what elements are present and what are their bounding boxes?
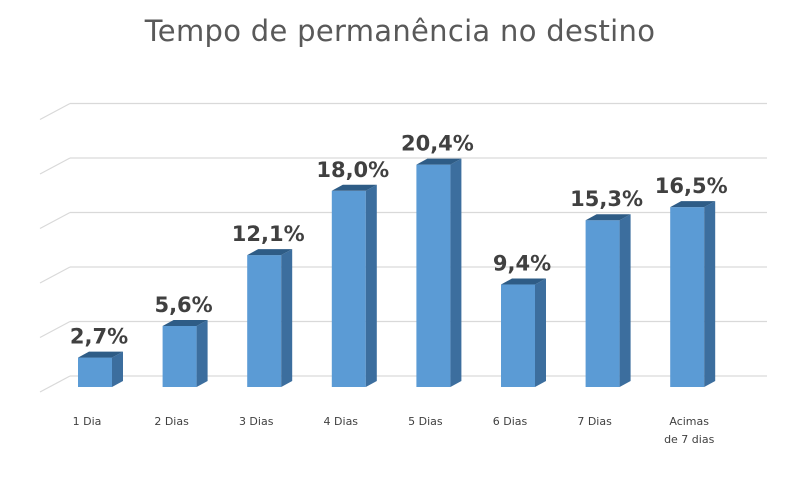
gridline [39, 266, 767, 284]
category-label: 5 Dias [408, 415, 443, 428]
gridline [39, 211, 767, 230]
bar-side [112, 351, 123, 387]
bar-front [247, 255, 282, 387]
bar-side [281, 249, 293, 387]
bar-side [619, 214, 631, 387]
category-label: 4 Dias [324, 415, 359, 428]
bar-front [78, 357, 112, 387]
bar-front [331, 190, 366, 387]
bar-top [247, 249, 293, 256]
bar-top [78, 351, 123, 358]
bars [78, 158, 716, 387]
value-label: 9,4% [493, 252, 551, 276]
bar-8 [670, 201, 716, 387]
bar-top [585, 214, 631, 221]
bar-3 [247, 249, 293, 387]
bar-front [162, 325, 197, 387]
value-label: 5,6% [154, 293, 212, 317]
bar-front [416, 164, 451, 387]
value-label: 16,5% [655, 174, 728, 198]
gridline [39, 320, 767, 339]
bar-front [501, 284, 535, 387]
bar-top [416, 158, 462, 165]
category-label: 6 Dias [493, 415, 528, 428]
gridline [39, 375, 767, 393]
bar-front [670, 207, 705, 387]
bar-6 [501, 278, 546, 387]
gridline [39, 157, 767, 175]
bar-front [585, 220, 620, 387]
bar-top [162, 319, 208, 326]
value-label: 20,4% [401, 132, 474, 156]
bar-side [450, 158, 462, 387]
category-label: Acimas de 7 dias [664, 415, 715, 446]
bar-top [670, 201, 716, 208]
bar-side [196, 319, 208, 387]
bar-side [365, 184, 377, 387]
bar-2 [162, 319, 208, 387]
bar-side [535, 278, 546, 387]
category-label: 7 Dias [577, 415, 612, 428]
bar-side [704, 201, 716, 387]
bar-5 [416, 158, 462, 387]
chart-title: Tempo de permanência no destino [144, 14, 656, 48]
value-label: 2,7% [70, 325, 128, 349]
bar-top [331, 184, 377, 191]
value-label: 12,1% [232, 222, 305, 246]
value-label: 18,0% [316, 158, 389, 182]
bar-1 [78, 351, 123, 387]
value-label: 15,3% [570, 187, 643, 211]
gridline [39, 102, 767, 121]
bar-4 [331, 184, 377, 387]
category-labels: 1 Dia 2 Dias 3 Dias 4 Dias 5 Dias 6 Dias 7 Dia… [73, 415, 715, 446]
category-label: 3 Dias [239, 415, 274, 428]
category-label: 1 Dia [73, 415, 102, 428]
category-label: 2 Dias [154, 415, 189, 428]
bar-top [501, 278, 546, 285]
bar-7 [585, 214, 631, 387]
value-labels: 2,7% 5,6% 12,1% 18,0% 20,4% 9,4% 15,3% 16,5% [70, 132, 728, 349]
